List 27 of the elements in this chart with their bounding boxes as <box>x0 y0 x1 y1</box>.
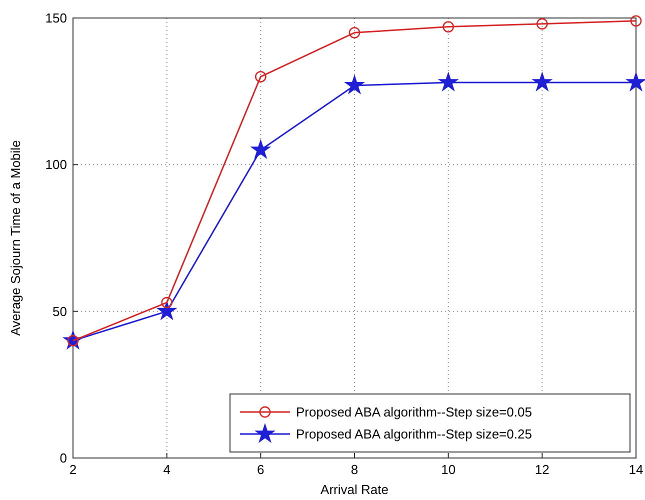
legend-label: Proposed ABA algorithm--Step size=0.25 <box>296 426 532 442</box>
y-tick-label: 0 <box>60 450 67 466</box>
point <box>533 72 552 90</box>
point <box>161 296 173 308</box>
point <box>630 15 642 27</box>
point <box>439 72 458 90</box>
x-tick-label: 4 <box>163 462 170 477</box>
point <box>536 18 548 30</box>
point <box>158 302 176 320</box>
x-axis-title: Arrival Rate <box>320 482 388 497</box>
y-tick-label: 50 <box>52 304 67 319</box>
legend-label: Proposed ABA algorithm--Step size=0.05 <box>296 404 532 420</box>
y-tick-label: 100 <box>45 157 67 172</box>
point <box>442 21 454 32</box>
point <box>626 72 645 90</box>
point <box>252 140 270 158</box>
x-tick-label: 10 <box>441 462 456 477</box>
y-tick-label: 150 <box>45 10 67 26</box>
x-tick-label: 2 <box>69 462 77 477</box>
x-tick-label: 8 <box>350 462 358 477</box>
x-tick-label: 14 <box>628 462 644 477</box>
x-tick-label: 6 <box>257 462 264 477</box>
point <box>348 26 360 38</box>
y-axis-title: Average Sojourn Time of a Mobile <box>8 140 23 336</box>
point <box>254 70 266 82</box>
point <box>345 76 364 94</box>
x-tick-label: 12 <box>534 462 550 477</box>
